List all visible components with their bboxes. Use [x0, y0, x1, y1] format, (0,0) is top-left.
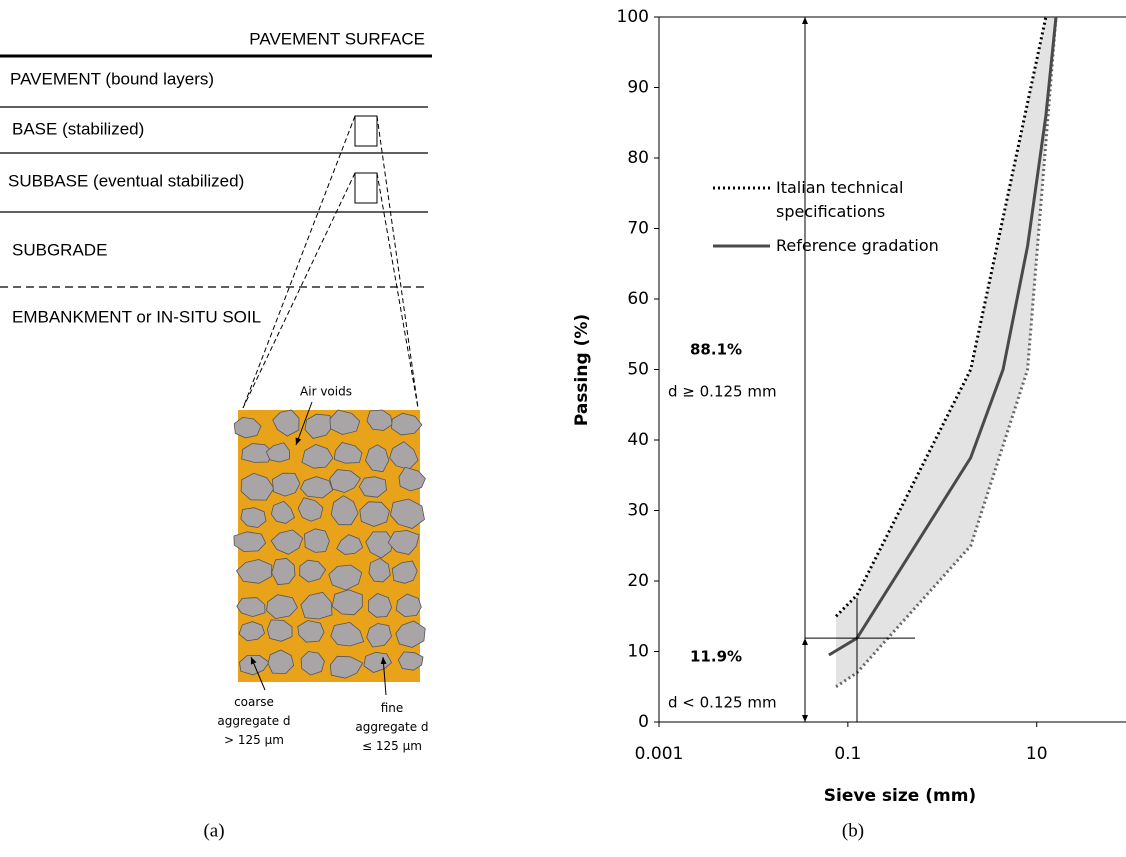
x-axis-title: Sieve size (mm)	[824, 786, 976, 806]
y-tick-label: 40	[627, 430, 649, 450]
stone	[270, 500, 295, 524]
stone	[240, 472, 275, 501]
stone	[297, 497, 324, 522]
stone	[389, 441, 419, 471]
y-tick-label: 60	[627, 289, 649, 309]
stone	[266, 619, 293, 642]
annotation: d ≥ 0.125 mm	[668, 383, 777, 401]
legend-label: Reference gradation	[776, 236, 939, 255]
y-tick-label: 80	[627, 148, 649, 168]
series-line	[835, 16, 1058, 688]
air-voids-label: Air voids	[300, 385, 352, 399]
spec-band	[836, 17, 1056, 687]
stone	[329, 469, 361, 493]
stone	[272, 409, 300, 437]
stone	[387, 530, 420, 555]
stone	[358, 476, 387, 498]
layer-label: PAVEMENT (bound layers)	[10, 69, 214, 88]
stone	[329, 409, 361, 435]
y-tick-label: 30	[627, 501, 649, 521]
stone	[233, 531, 267, 552]
layer-label: SUBGRADE	[12, 240, 107, 259]
stone	[333, 442, 363, 464]
arrow	[295, 401, 313, 446]
y-tick-label: 100	[617, 7, 649, 27]
stone	[328, 564, 363, 591]
y-tick-label: 0	[638, 712, 649, 732]
panel-label: (a)	[203, 820, 224, 841]
y-axis-title: Passing (%)	[572, 314, 592, 426]
stone	[391, 560, 418, 584]
stone	[297, 620, 325, 643]
series-line	[834, 16, 1048, 618]
stone	[266, 594, 298, 620]
stone	[395, 593, 422, 618]
sample-box	[354, 115, 378, 147]
stone	[235, 559, 273, 584]
annotation: 11.9%	[690, 648, 742, 666]
stone	[331, 589, 363, 616]
annotation: 88.1%	[690, 341, 742, 359]
stone	[389, 498, 425, 529]
y-tick-label: 50	[627, 360, 649, 380]
chart: 0 10 20 30 40 50 60 70 80 90 100 0.001 0.1 10 Sieve si…	[572, 7, 1126, 806]
annotation: d < 0.125 mm	[668, 694, 777, 712]
y-tick-label: 70	[627, 219, 649, 239]
y-tick-label: 90	[627, 78, 649, 98]
stone	[368, 557, 391, 583]
stone	[267, 649, 295, 675]
stone	[391, 412, 423, 436]
stone	[395, 620, 426, 648]
stone	[300, 651, 325, 676]
stone	[300, 476, 334, 499]
stone	[329, 655, 364, 679]
sample-box	[354, 172, 378, 204]
stone	[300, 591, 333, 620]
stone	[397, 651, 424, 671]
arrow	[250, 656, 266, 691]
stone	[271, 557, 296, 586]
stone	[366, 623, 392, 648]
stone	[265, 442, 290, 463]
y-tick-label: 10	[627, 642, 649, 662]
stone	[365, 444, 390, 473]
stone	[236, 597, 266, 618]
stone	[271, 472, 301, 497]
layer-label: SUBBASE (eventual stabilized)	[8, 171, 244, 190]
stone	[238, 621, 266, 642]
stone	[233, 416, 262, 439]
stone	[330, 495, 359, 526]
stone	[270, 529, 304, 555]
stone	[304, 528, 330, 553]
x-tick-label: 0.1	[834, 744, 861, 764]
stone	[365, 531, 394, 559]
stone	[367, 593, 393, 618]
x-tick-label: 10	[1026, 744, 1048, 764]
fine-label: fine aggregate d ≤ 125 μm	[355, 701, 429, 753]
stone	[398, 466, 426, 492]
layer-label: EMBANKMENT or IN-SITU SOIL	[12, 307, 261, 326]
stone	[301, 443, 334, 469]
stone	[240, 507, 267, 529]
stone	[299, 559, 327, 583]
surface-label: PAVEMENT SURFACE	[249, 29, 425, 48]
panel-label: (b)	[842, 820, 864, 841]
arrow	[380, 656, 387, 696]
aggregate	[233, 409, 426, 679]
legend-label: Italian technical specifications	[776, 178, 904, 221]
stone	[359, 501, 390, 527]
stone	[366, 409, 393, 431]
coarse-label: coarse aggregate d > 125 μm	[217, 695, 291, 747]
stone	[336, 534, 364, 555]
x-tick-label: 0.001	[635, 744, 684, 764]
layer-label: BASE (stabilized)	[12, 119, 144, 138]
zoom-lines	[242, 115, 419, 409]
stone	[330, 621, 365, 647]
y-tick-label: 20	[627, 571, 649, 591]
